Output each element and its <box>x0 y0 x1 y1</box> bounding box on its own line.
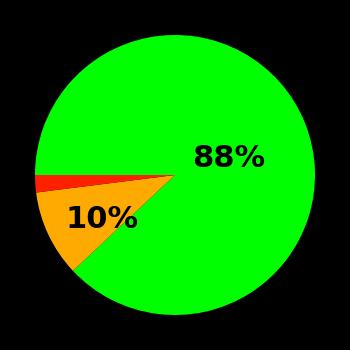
Text: 88%: 88% <box>192 144 265 173</box>
Wedge shape <box>35 175 175 192</box>
Wedge shape <box>36 175 175 271</box>
Text: 10%: 10% <box>66 205 139 234</box>
Wedge shape <box>35 35 315 315</box>
